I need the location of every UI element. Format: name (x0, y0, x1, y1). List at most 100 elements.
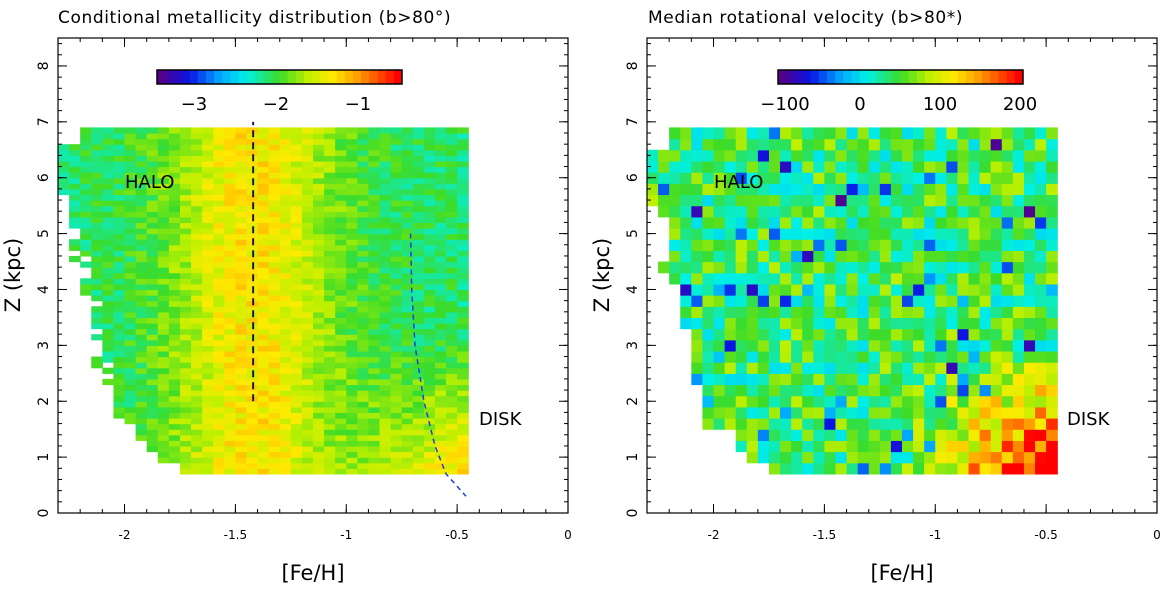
heatmap-cell (135, 160, 148, 168)
heatmap-cell (1035, 306, 1047, 319)
heatmap-cell (1046, 194, 1058, 207)
heatmap-cell (301, 423, 314, 430)
heatmap-cell (257, 384, 270, 391)
heatmap-cell (924, 429, 936, 441)
heatmap-cell (279, 250, 292, 257)
heatmap-cell (346, 384, 358, 391)
heatmap-cell (335, 177, 347, 184)
heatmap-cell (835, 127, 848, 140)
heatmap-cell (202, 306, 214, 313)
heatmap-cell (680, 295, 692, 307)
heatmap-cell (780, 462, 792, 475)
heatmap-cell (401, 228, 414, 235)
heatmap-cell (113, 283, 126, 291)
heatmap-cell (857, 250, 870, 263)
heatmap-cell (301, 306, 314, 313)
heatmap-cell (446, 395, 458, 402)
heatmap-cell (379, 418, 392, 425)
heatmap-cell (202, 468, 214, 475)
heatmap-cell (224, 172, 236, 179)
heatmap-cell (113, 378, 126, 386)
y-tick-label: 4 (36, 285, 52, 294)
heatmap-cell (879, 317, 892, 330)
heatmap-cell (702, 406, 715, 419)
heatmap-cell (390, 228, 403, 235)
heatmap-cell (290, 350, 303, 358)
heatmap-cell (268, 278, 281, 285)
heatmap-cell (324, 395, 336, 402)
heatmap-cell (691, 149, 704, 162)
heatmap-cell (791, 138, 803, 151)
heatmap-cell (224, 216, 236, 224)
heatmap-cell (746, 216, 759, 229)
heatmap-cell (968, 261, 981, 274)
heatmap-cell (935, 384, 947, 397)
heatmap-cell (157, 289, 170, 296)
heatmap-cell (268, 345, 281, 352)
heatmap-cell (802, 239, 814, 251)
heatmap-cell (124, 356, 137, 363)
heatmap-cell (691, 183, 704, 196)
heatmap-cell (168, 429, 181, 436)
heatmap-cell (313, 328, 325, 335)
heatmap-cell (268, 401, 281, 408)
heatmap-cell (224, 289, 236, 296)
heatmap-cell (768, 384, 781, 397)
heatmap-cell (835, 205, 848, 218)
heatmap-cell (168, 127, 181, 134)
heatmap-cell (135, 295, 148, 302)
heatmap-cell (379, 390, 392, 397)
heatmap-cell (179, 166, 192, 173)
heatmap-cell (1012, 306, 1025, 319)
x-tick-label: -1.5 (813, 528, 836, 542)
heatmap-cell (924, 317, 936, 330)
heatmap-cell (246, 255, 259, 263)
heatmap-cell (724, 317, 737, 330)
heatmap-cell (124, 233, 137, 240)
heatmap-cell (902, 317, 914, 330)
heatmap-cell (279, 378, 292, 386)
heatmap-cell (957, 429, 970, 441)
heatmap-cell (780, 295, 792, 307)
heatmap-cell (390, 317, 403, 324)
heatmap-cell (124, 267, 137, 274)
y-tick-label: 5 (625, 229, 641, 238)
heatmap-cell (135, 367, 148, 374)
heatmap-cell (102, 356, 115, 363)
heatmap-cell (1001, 295, 1014, 307)
heatmap-cell (357, 244, 370, 251)
heatmap-cell (268, 267, 281, 274)
heatmap-cell (890, 261, 903, 274)
heatmap-cell (768, 272, 781, 285)
heatmap-cell (124, 127, 137, 134)
heatmap-cell (935, 272, 947, 285)
heatmap-cell (357, 188, 370, 196)
heatmap-cell (1023, 429, 1036, 441)
heatmap-cell (135, 384, 148, 391)
heatmap-cell (868, 261, 881, 274)
heatmap-cell (434, 401, 447, 408)
heatmap-cell (102, 261, 115, 268)
heatmap-cell (290, 356, 303, 363)
heatmap-cell (91, 323, 103, 330)
heatmap-cell (1012, 462, 1025, 475)
heatmap-cell (791, 429, 803, 441)
heatmap-cell (990, 127, 1003, 140)
heatmap-cell (423, 267, 436, 274)
heatmap-cell (1023, 350, 1036, 363)
heatmap-cell (846, 283, 859, 296)
heatmap-cell (335, 345, 347, 352)
heatmap-cell (990, 384, 1003, 397)
colorbar-tick-label: 100 (923, 94, 957, 115)
heatmap-cell (434, 306, 447, 313)
heatmap-cell (113, 367, 126, 374)
heatmap-cell (957, 350, 970, 363)
heatmap-cell (346, 183, 358, 190)
heatmap-cell (879, 149, 892, 162)
heatmap-cell (757, 261, 770, 274)
heatmap-cell (813, 295, 825, 307)
heatmap-cell (257, 328, 270, 335)
heatmap-cell (257, 255, 270, 263)
heatmap-cell (390, 172, 403, 179)
